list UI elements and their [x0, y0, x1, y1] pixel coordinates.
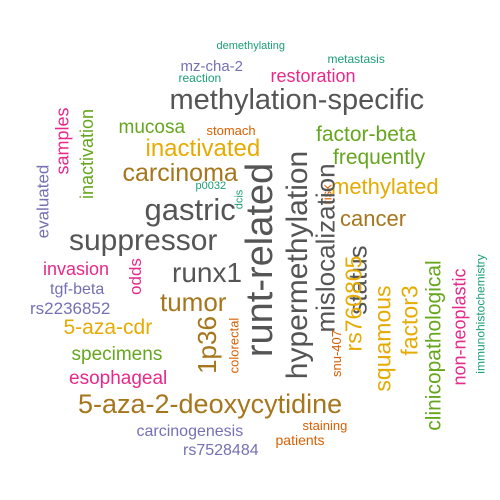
word-samples: samples: [52, 107, 73, 175]
word-5-aza-2-deoxycytidine: 5-aza-2-deoxycytidine: [78, 388, 343, 419]
word-mislocalization: mislocalization: [310, 163, 341, 333]
word-factor3: factor3: [396, 284, 423, 356]
word-staining: staining: [302, 417, 348, 433]
word-runt-related: runt-related: [239, 162, 282, 358]
word-carcinoma: carcinoma: [122, 158, 238, 187]
word-esophageal: esophageal: [69, 367, 168, 389]
word-stomach: stomach: [206, 122, 256, 138]
word-mz-cha-2: mz-cha-2: [180, 57, 244, 75]
word-frequently: frequently: [333, 145, 426, 169]
word-hypermethylation: hypermethylation: [281, 150, 315, 380]
word-rs2236852: rs2236852: [30, 298, 111, 318]
word-cancer: cancer: [340, 206, 407, 231]
word-factor-beta: factor-beta: [316, 122, 417, 146]
word-invasion: invasion: [43, 259, 110, 279]
word-methylation-specific: methylation-specific: [169, 83, 425, 116]
word-evaluated: evaluated: [33, 164, 53, 238]
word-rs760805: rs760805: [340, 255, 367, 351]
word-rs7528484: rs7528484: [183, 442, 259, 459]
word-inactivation: inactivation: [77, 108, 98, 200]
word-specimens: specimens: [71, 343, 163, 365]
word-runx1: runx1: [172, 257, 243, 288]
word-mucosa: mucosa: [118, 116, 186, 138]
word-tgf-beta: tgf-beta: [50, 281, 105, 298]
word-colorectal: colorectal: [226, 317, 242, 373]
word-squamous: squamous: [369, 284, 396, 392]
word-tumor: tumor: [160, 287, 227, 317]
word-1p36: 1p36: [191, 316, 222, 374]
word-p0032: p0032: [195, 179, 227, 192]
word-methylated: methylated: [331, 174, 439, 199]
word-non-neoplastic: non-neoplastic: [449, 268, 470, 386]
word-5-aza-cdr: 5-aza-cdr: [63, 315, 153, 339]
word-clinicopathological: clinicopathological: [422, 259, 446, 431]
word-gastric: gastric: [144, 191, 236, 227]
word-carcinogenesis: carcinogenesis: [136, 423, 244, 440]
word-patients: patients: [275, 432, 325, 448]
word-demethylating: demethylating: [216, 39, 286, 52]
word-restoration: restoration: [270, 66, 356, 86]
word-odds: odds: [125, 257, 145, 295]
word-suppressor: suppressor: [69, 224, 218, 257]
word-inactivated: inactivated: [145, 135, 261, 162]
word-immunohistochemistry: immunohistochemistry: [473, 254, 488, 374]
word-reaction: reaction: [178, 71, 222, 85]
word-snu-407: snu-407: [328, 329, 344, 377]
word-metastasis: metastasis: [327, 52, 385, 66]
